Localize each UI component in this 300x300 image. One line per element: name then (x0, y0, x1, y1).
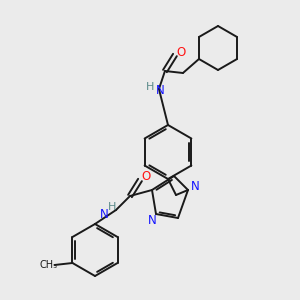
Text: O: O (141, 170, 151, 184)
Text: H: H (146, 82, 154, 92)
Text: H: H (108, 202, 116, 212)
Text: N: N (190, 179, 200, 193)
Text: N: N (156, 83, 164, 97)
Text: O: O (176, 46, 186, 59)
Text: N: N (100, 208, 108, 221)
Text: N: N (148, 214, 156, 227)
Text: CH₃: CH₃ (39, 260, 58, 270)
